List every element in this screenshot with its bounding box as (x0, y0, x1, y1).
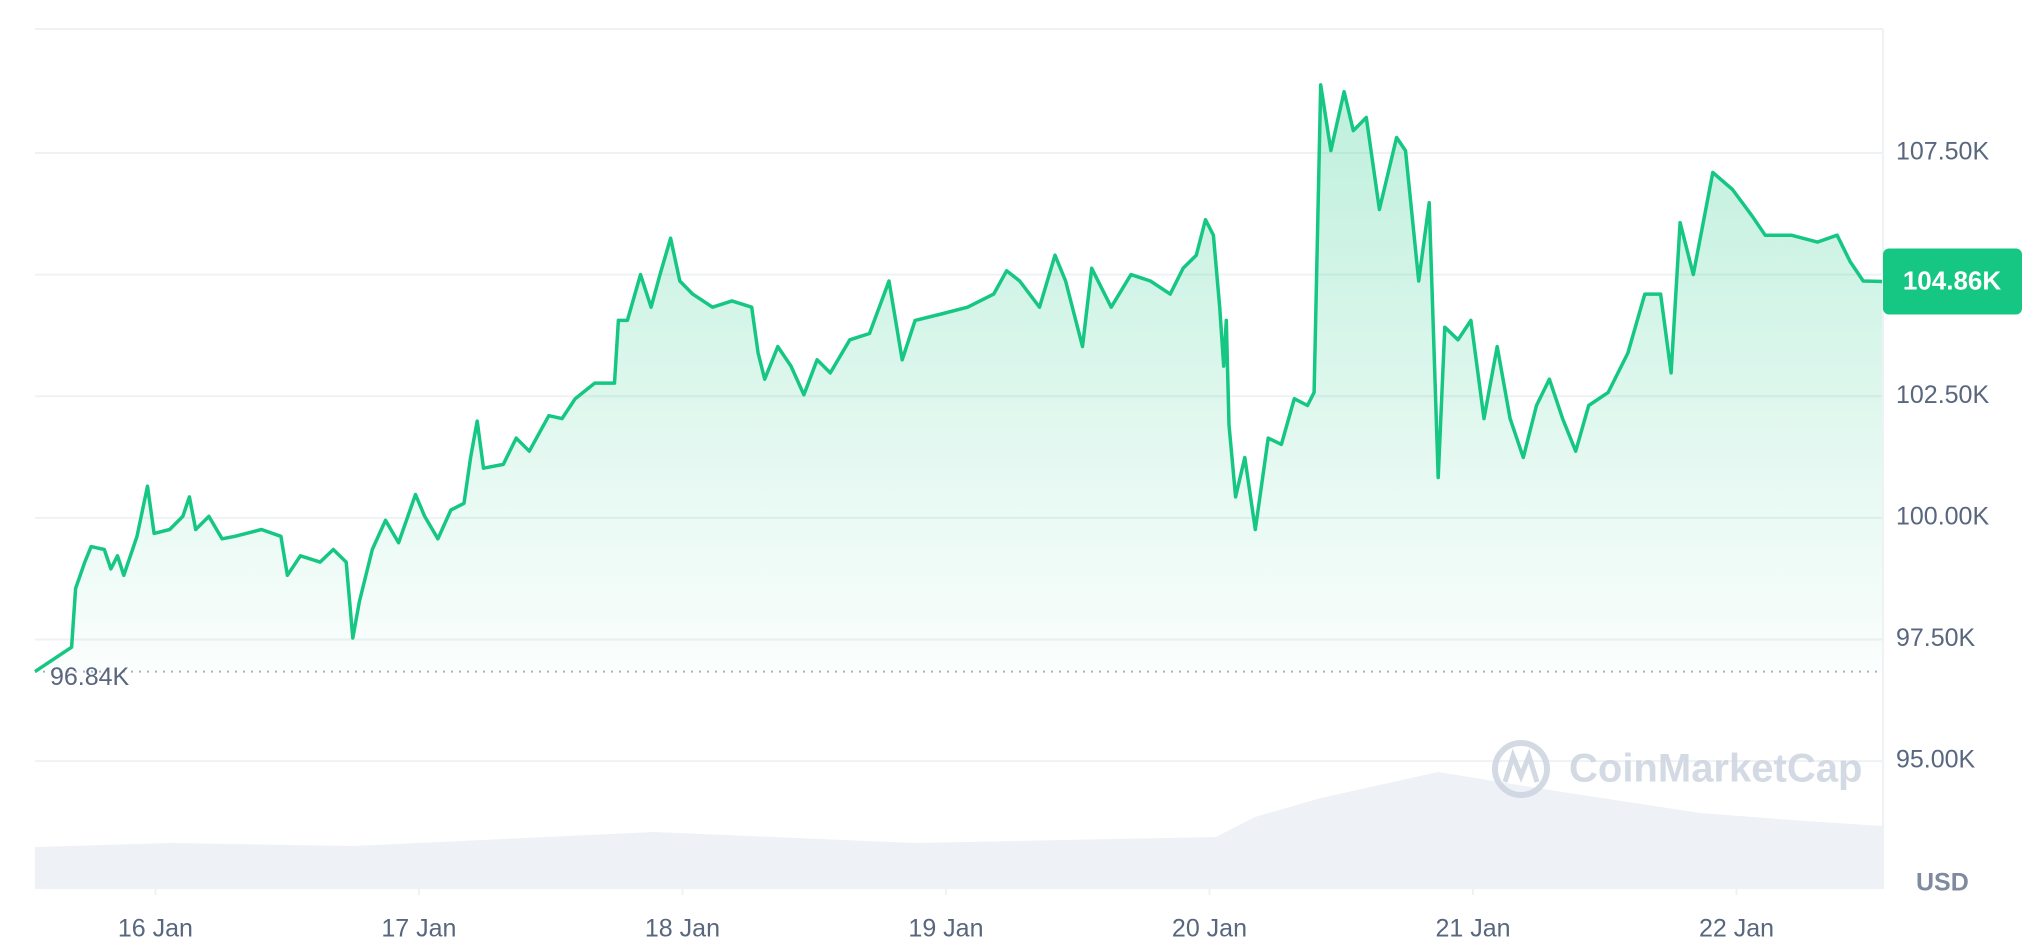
x-tick-label: 22 Jan (1699, 915, 1774, 943)
volume-area (35, 772, 1883, 889)
watermark-text: CoinMarketCap (1569, 747, 1862, 791)
current-price-badge (1883, 248, 2022, 315)
y-tick-label: 97.50K (1896, 624, 1976, 652)
watermark-logo-mark (1502, 748, 1540, 783)
price-line (34, 83, 1884, 674)
reference-price-label: 96.84K (50, 663, 130, 691)
y-tick-label: 100.00K (1896, 502, 1989, 530)
watermark: CoinMarketCap (1492, 740, 1862, 798)
plot-layer (34, 83, 1884, 895)
x-tick-label: 20 Jan (1172, 915, 1247, 943)
price-area (35, 84, 1883, 672)
x-tick-label: 16 Jan (118, 915, 193, 943)
current-price-label: 104.86K (1903, 265, 2002, 295)
y-tick-label: 95.00K (1896, 746, 1976, 774)
watermark-logo (1492, 740, 1550, 798)
y-tick-label: 107.50K (1896, 138, 1989, 166)
currency-label: USD (1916, 869, 1969, 897)
x-tick-label: 19 Jan (908, 915, 983, 943)
x-tick-label: 21 Jan (1435, 915, 1510, 943)
x-tick-label: 18 Jan (645, 915, 720, 943)
x-tick-label: 17 Jan (381, 915, 456, 943)
y-tick-label: 102.50K (1896, 381, 1989, 409)
